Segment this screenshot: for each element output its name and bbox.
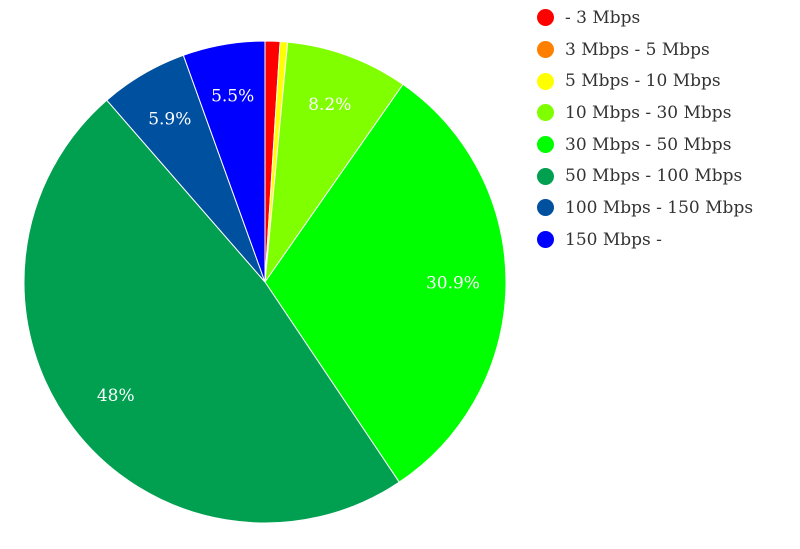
slice-label-3: 8.2% — [308, 95, 351, 115]
legend-item[interactable]: 5 Mbps - 10 Mbps — [537, 65, 753, 97]
pie-slice-5 — [23, 99, 400, 524]
legend-swatch — [537, 104, 554, 122]
legend-label: 30 Mbps - 50 Mbps — [565, 134, 732, 155]
legend-swatch — [537, 199, 554, 217]
legend-item[interactable]: 100 Mbps - 150 Mbps — [537, 192, 753, 224]
legend-item[interactable]: 30 Mbps - 50 Mbps — [537, 129, 753, 161]
slice-label-4: 30.9% — [426, 273, 480, 293]
legend-label: 3 Mbps - 5 Mbps — [565, 39, 710, 60]
legend-label: 100 Mbps - 150 Mbps — [565, 197, 754, 218]
legend-swatch — [537, 9, 554, 27]
legend-item[interactable]: 10 Mbps - 30 Mbps — [537, 97, 753, 129]
legend-swatch — [537, 136, 554, 154]
slice-label-7: 5.5% — [211, 86, 254, 106]
legend-label: 50 Mbps - 100 Mbps — [565, 166, 743, 187]
legend-label: - 3 Mbps — [565, 7, 641, 28]
legend-label: 5 Mbps - 10 Mbps — [565, 71, 721, 92]
legend-item[interactable]: 50 Mbps - 100 Mbps — [537, 160, 753, 192]
pie-slices — [23, 40, 507, 524]
legend-swatch — [537, 41, 554, 59]
pie-slice-3 — [264, 41, 404, 284]
legend-swatch — [537, 167, 554, 185]
legend-item[interactable]: - 3 Mbps — [537, 2, 753, 34]
legend-label: 150 Mbps - — [565, 229, 662, 250]
legend: - 3 Mbps 3 Mbps - 5 Mbps 5 Mbps - 10 Mbps 1… — [537, 2, 753, 256]
legend-swatch — [537, 231, 554, 249]
pie-labels: 8.2% 30.9% 48% 5.9% 5.5% — [97, 86, 480, 405]
pie-slice-4 — [264, 83, 507, 483]
legend-swatch — [537, 72, 554, 90]
legend-item[interactable]: 150 Mbps - — [537, 224, 753, 256]
slice-label-6: 5.9% — [148, 109, 191, 129]
pie-slice-7 — [182, 40, 266, 283]
legend-label: 10 Mbps - 30 Mbps — [565, 102, 732, 123]
legend-item[interactable]: 3 Mbps - 5 Mbps — [537, 34, 753, 66]
slice-label-5: 48% — [97, 386, 135, 406]
